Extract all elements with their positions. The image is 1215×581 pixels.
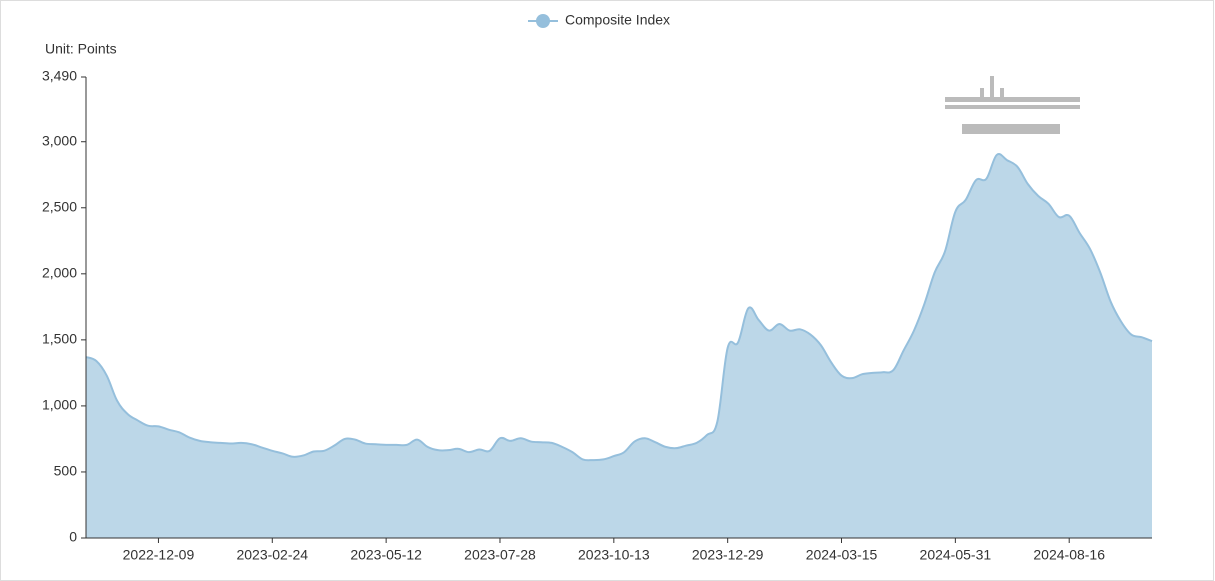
x-tick-label: 2023-07-28 [464, 547, 536, 563]
legend-marker [536, 14, 550, 28]
x-tick-label: 2024-03-15 [806, 547, 878, 563]
x-tick-label: 2023-12-29 [692, 547, 764, 563]
y-tick-label: 1,500 [42, 331, 77, 347]
x-tick-label: 2023-02-24 [236, 547, 308, 563]
y-axis-label: Unit: Points [45, 41, 117, 57]
y-tick-label: 2,000 [42, 265, 77, 281]
x-tick-label: 2023-10-13 [578, 547, 650, 563]
watermark [945, 76, 1080, 134]
legend-label: Composite Index [565, 12, 670, 28]
x-tick-label: 2023-05-12 [350, 547, 422, 563]
y-tick-label: 2,500 [42, 198, 77, 214]
y-tick-label: 0 [69, 529, 77, 545]
x-tick-label: 2024-05-31 [920, 547, 992, 563]
area-fill [86, 153, 1152, 538]
y-tick-label: 3,000 [42, 132, 77, 148]
y-tick-label: 3,490 [42, 68, 77, 84]
y-tick-label: 1,000 [42, 397, 77, 413]
x-tick-label: 2022-12-09 [123, 547, 195, 563]
x-tick-label: 2024-08-16 [1033, 547, 1105, 563]
y-tick-label: 500 [54, 463, 78, 479]
area-line [85, 153, 1153, 462]
